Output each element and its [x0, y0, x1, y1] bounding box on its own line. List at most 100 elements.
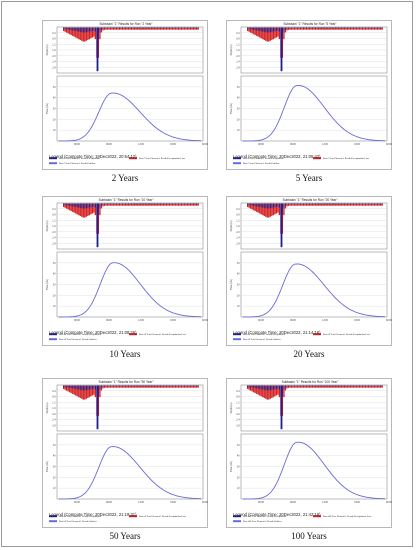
precip-loss-bar: [315, 27, 317, 30]
precip-bar: [119, 385, 121, 387]
precip-loss-bar: [376, 203, 379, 206]
precip-loss-bar: [330, 203, 332, 206]
precip-bar: [194, 27, 196, 29]
precip-loss-bar: [373, 203, 376, 206]
precip-bar: [159, 203, 161, 205]
panel-caption: 50 Years: [109, 531, 141, 541]
hyetograph-tick: 0.8: [236, 38, 240, 41]
precip-loss-bar: [76, 385, 78, 397]
hyetograph-tick: 2.0: [52, 55, 56, 58]
precip-bar: [117, 385, 119, 387]
precip-bar: [298, 27, 300, 29]
precip-loss-bar: [254, 27, 256, 36]
hydrograph-tick: 50: [237, 262, 240, 265]
precip-loss-bar: [349, 385, 352, 388]
hydrograph-tick: 30: [237, 108, 240, 111]
precip-loss-bar: [257, 27, 259, 37]
precip-bar: [117, 203, 119, 205]
precip-loss-bar: [111, 385, 113, 388]
precip-bar: [271, 27, 273, 32]
precip-bar: [150, 385, 152, 387]
precip-loss-bar: [298, 203, 300, 206]
precip-loss-bar: [259, 385, 261, 396]
precip-loss-bar: [340, 203, 342, 206]
hydrograph-axis-label: Flow (cfs): [230, 103, 233, 114]
precip-bar: [162, 385, 164, 387]
precip-bar: [265, 27, 267, 33]
precip-bar: [161, 385, 163, 387]
hydrograph-tick: 30: [237, 466, 240, 469]
precip-bar: [284, 385, 286, 388]
precip-loss-bar: [321, 385, 323, 388]
precip-bar: [69, 203, 71, 206]
precip-loss-bar: [170, 203, 172, 206]
precip-bar: [79, 27, 81, 32]
precip-bar: [181, 27, 182, 29]
precip-loss-bar: [379, 27, 382, 30]
precip-loss-bar: [373, 385, 376, 388]
precip-bar: [372, 203, 374, 205]
precip-loss-bar: [149, 203, 151, 206]
precip-loss-bar: [325, 203, 327, 206]
precip-loss-bar: [248, 27, 250, 32]
precip-bar: [94, 27, 96, 32]
precip-bar: [328, 203, 330, 205]
precip-bar: [93, 203, 95, 207]
precip-bar: [313, 27, 315, 29]
precip-loss-bar: [333, 27, 335, 30]
precip-bar: [129, 203, 131, 205]
precip-bar: [193, 27, 195, 29]
precip-bar: [167, 385, 169, 387]
x-tick-label: 00:00: [386, 501, 393, 504]
precip-loss-bar: [103, 203, 106, 206]
precip-bar: [348, 385, 350, 387]
precip-bar: [374, 385, 376, 387]
precip-bar: [84, 27, 86, 33]
precip-loss-bar: [180, 385, 183, 388]
precip-bar: [348, 27, 350, 29]
precip-bar: [339, 203, 341, 205]
precip-loss-bar: [70, 385, 72, 394]
precip-loss-bar: [69, 203, 71, 211]
precip-bar: [107, 203, 108, 205]
window-title: Subbasin "1" Results for Run "2 Year": [99, 22, 153, 26]
precip-loss-bar: [112, 385, 115, 388]
precip-bar: [369, 203, 371, 205]
precip-loss-bar: [316, 385, 318, 388]
precip-loss-bar: [339, 203, 341, 206]
precip-bar: [187, 203, 189, 205]
precip-bar: [378, 203, 380, 205]
precip-bar: [316, 385, 318, 387]
precip-loss-bar: [274, 27, 276, 39]
precip-loss-bar: [292, 203, 294, 206]
hyetograph-tick: 0.4: [236, 208, 240, 211]
precip-bar: [99, 27, 101, 32]
precip-bar: [292, 27, 294, 29]
precip-loss-bar: [373, 27, 376, 30]
precip-bar: [114, 385, 116, 387]
legend-title: Legend (Compute Time: 19Dec2022, 20:54:1…: [49, 154, 137, 159]
x-tick-label: 00:00: [386, 319, 393, 322]
precip-loss-bar: [106, 27, 109, 30]
x-tick-label: 06:00: [106, 501, 113, 504]
precip-loss-bar: [161, 27, 163, 30]
precip-bar: [184, 385, 185, 387]
precip-bar: [107, 385, 108, 387]
precip-loss-bar: [272, 203, 274, 216]
hyetograph-tick: 1.2: [236, 401, 240, 404]
precip-bar: [342, 203, 344, 205]
precip-loss-bar: [94, 385, 97, 398]
precip-loss-bar: [324, 203, 326, 206]
precip-bar: [327, 385, 329, 387]
hydrograph-tick: 20: [53, 294, 56, 297]
precip-bar: [122, 203, 124, 205]
precip-loss-bar: [289, 203, 291, 206]
hyetograph-tick: 2.0: [236, 55, 240, 58]
precip-loss-bar: [66, 27, 68, 33]
precip-bar: [359, 385, 360, 387]
precip-bar: [126, 27, 128, 29]
precip-bar: [251, 385, 253, 388]
precip-loss-bar: [301, 203, 303, 206]
precip-bar: [70, 385, 72, 389]
precip-loss-bar: [144, 385, 146, 388]
